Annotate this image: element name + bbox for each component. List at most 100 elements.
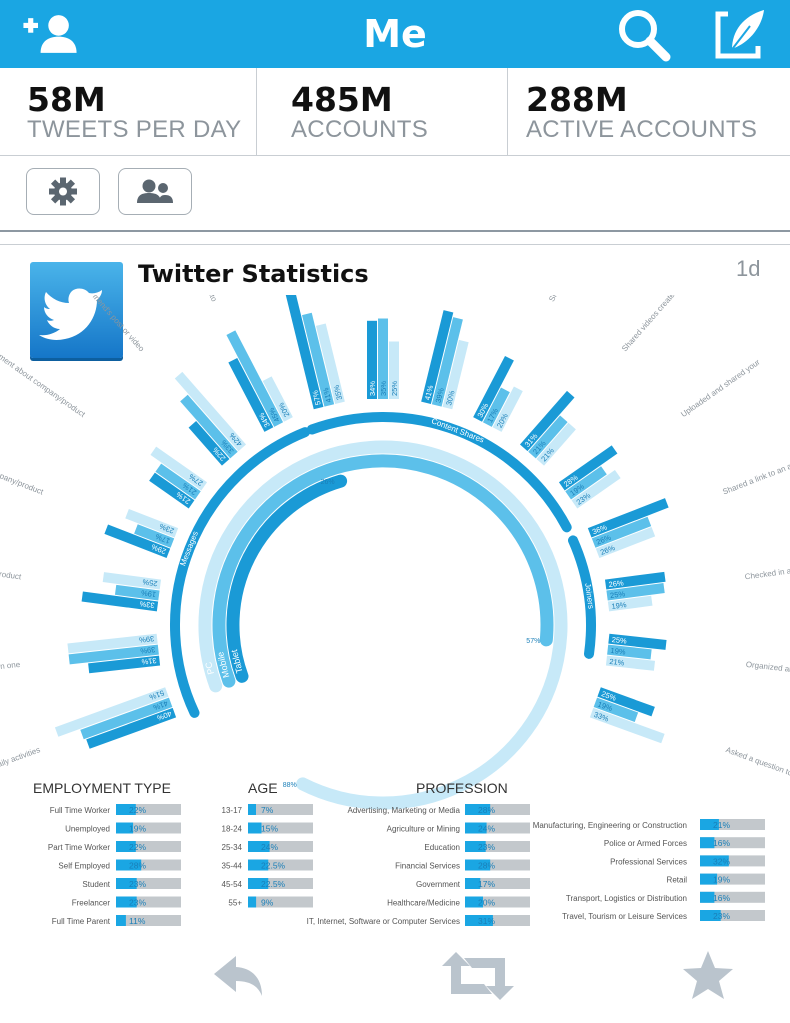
stat-tweets[interactable]: 58M TWEETS PER DAY [0,68,256,155]
stat-label: TWEETS PER DAY [27,116,242,143]
people-button[interactable] [118,168,192,215]
demo-bar [465,822,487,834]
section-title: AGE [248,780,278,796]
demo-bar [465,804,491,815]
activity-value: 31% [141,656,157,667]
activity-bar [519,390,575,452]
demo-label: 35-44 [222,862,243,871]
demo-value: 22.5% [261,861,286,871]
activity-bar [565,466,607,500]
demo-label: Self Employed [58,862,110,871]
activity-bar [536,422,576,466]
settings-button[interactable] [26,168,100,215]
demo-label: Full Time Parent [52,917,111,926]
demo-value: 28% [478,805,495,815]
demo-bar [700,891,715,903]
avatar[interactable] [30,262,123,358]
platform-arc [198,440,568,810]
group-arc [170,427,311,718]
activity-bar [595,527,656,559]
demo-bar [465,915,493,926]
demo-label: Healthcare/Medicine [387,899,460,908]
activity-label: Organized an event [745,660,790,677]
compose-icon[interactable] [710,6,770,62]
stat-accounts[interactable]: 485M ACCOUNTS [257,68,507,155]
activity-bar [104,524,171,559]
demo-track [248,841,313,852]
bird-icon [39,288,102,340]
demo-label: 13-17 [222,806,243,815]
demo-track [116,859,181,871]
activity-label: Commented on a friend's photo [159,295,219,304]
demo-track [465,841,530,852]
activity-bars: 31%39%39% [67,633,161,674]
demo-track [465,878,530,889]
demo-label: Manufacturing, Engineering or Constructi… [533,821,687,830]
activity-value: 41% [423,384,435,401]
demo-value: 16% [713,838,730,848]
search-icon[interactable] [614,6,674,62]
activity-bar [589,707,665,744]
demo-label: Retail [667,876,688,885]
demo-bar [248,896,257,908]
demo-bar [248,878,269,889]
activity-value: 30% [444,389,456,406]
tweet-actions [0,940,790,1023]
demo-track [700,819,765,830]
activity-bar [302,312,335,407]
platform-label: PC [203,660,216,675]
app-header: Me [0,0,790,68]
demo-value: 23% [713,911,730,921]
demo-bar [465,896,483,908]
stat-active-accounts[interactable]: 288M ACTIVE ACCOUNTS [508,68,790,155]
demo-track [116,878,181,889]
activity-bar [587,498,669,538]
demo-value: 19% [129,824,146,834]
add-user-icon[interactable] [20,6,80,62]
demo-bar [248,804,256,815]
activity-bar [528,415,568,459]
group-arc [306,411,572,533]
activity-label: Shared videos created by a [547,295,600,303]
activity-bars: 25%19%33% [589,687,665,744]
favorite-icon[interactable] [680,948,736,1004]
demo-track [700,910,765,921]
activity-bar [591,516,652,548]
activity-bar [226,330,284,427]
activity-value: 34% [368,381,377,396]
activity-bar [188,420,230,466]
platform-value: 88% [283,782,297,789]
activity-value: 19% [611,600,627,611]
activity-bar [605,655,656,671]
activity-bar [68,644,159,665]
demo-track [116,896,181,908]
activity-bar [367,320,377,399]
activity-bars: 21%21%27% [149,446,208,509]
demo-track [700,837,765,849]
demo-track [248,859,313,871]
demo-bar [116,915,126,926]
demo-label: Freelancer [72,899,111,908]
activity-label: Shared videos created others own videos [620,295,724,353]
activity-bar [558,445,618,491]
activity-bars: 34%45%20% [226,330,293,432]
reply-icon[interactable] [210,948,270,1004]
demo-bar [700,837,715,849]
demo-bar [116,804,136,815]
demo-track [465,804,530,815]
activity-bar [180,394,238,459]
demo-value: 22% [129,805,146,815]
retweet-icon[interactable] [440,948,516,1004]
demo-track [700,891,765,903]
demo-value: 15% [261,824,278,834]
activity-bar [262,376,293,422]
activity-label: Checked in at a location [744,561,790,581]
gear-icon [49,177,77,206]
demo-bar [700,855,729,867]
activity-bar [114,584,160,601]
demo-bar [700,819,719,830]
activity-bar [155,463,201,500]
activity-bar [125,509,179,538]
section-title: PROFESSION [416,780,508,796]
demo-label: Agriculture or Mining [387,825,460,834]
